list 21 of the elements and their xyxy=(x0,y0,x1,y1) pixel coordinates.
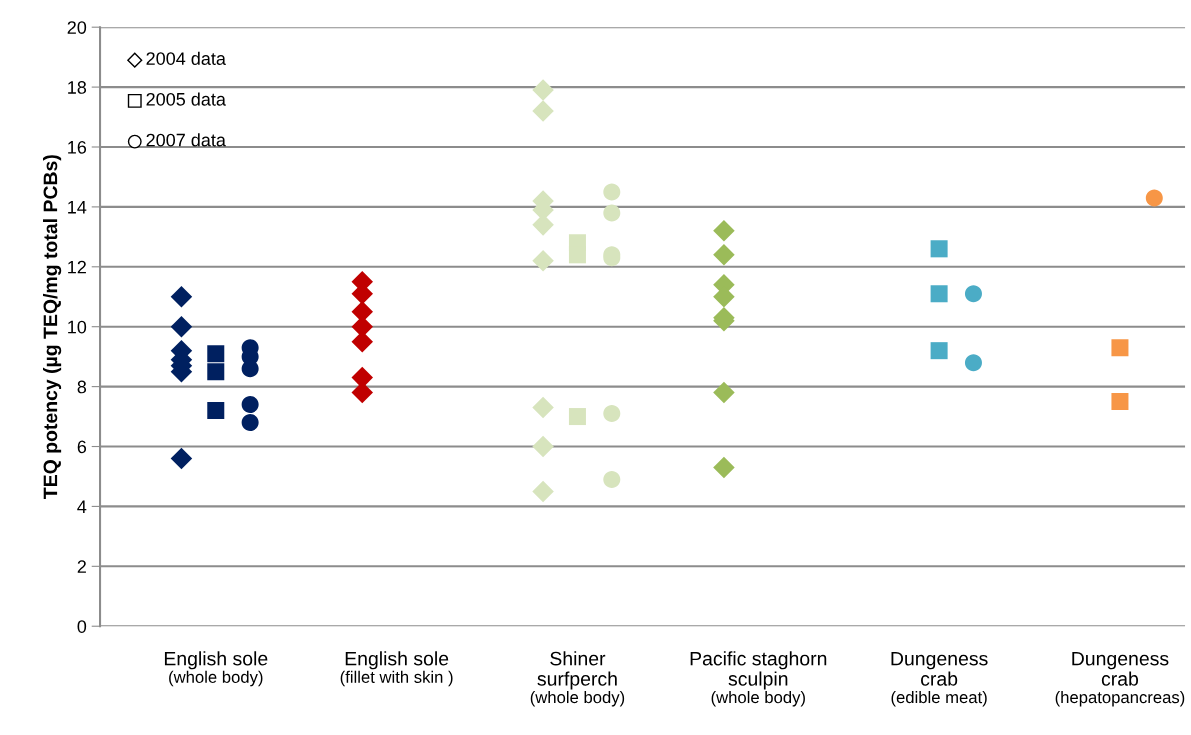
y-tick-label: 20 xyxy=(67,21,87,34)
y-tick-label: 18 xyxy=(68,81,87,94)
x-tick-label: English sole (fillet with skin ) xyxy=(340,651,453,687)
x-tick-label: Dungeness crab (edible meat) xyxy=(891,651,988,707)
y-axis-title: TEQ potency (µg TEQ/mg total PCBs) xyxy=(43,155,62,499)
x-tick-label: Shiner surfperch (whole body) xyxy=(530,651,625,707)
y-tick-label: 2 xyxy=(77,560,86,573)
annotation: 2005 data xyxy=(146,92,226,106)
y-tick-label: 16 xyxy=(68,140,87,154)
x-tick-label: Dungeness crab (hepatopancreas) xyxy=(1055,651,1185,707)
y-tick-label: 4 xyxy=(77,500,87,513)
y-tick-label: 10 xyxy=(68,320,87,334)
y-tick-label: 14 xyxy=(68,201,87,214)
y-tick-label: 6 xyxy=(77,440,87,454)
annotation: 2004 data xyxy=(146,51,226,65)
y-tick-label: 12 xyxy=(68,260,86,274)
x-tick-label: English sole (whole body) xyxy=(164,651,268,687)
y-tick-label: 8 xyxy=(77,380,87,394)
y-tick-label: 0 xyxy=(77,620,87,633)
annotation: 2007 data xyxy=(146,133,226,147)
x-tick-label: Pacific staghorn sculpin (whole body) xyxy=(690,651,827,707)
